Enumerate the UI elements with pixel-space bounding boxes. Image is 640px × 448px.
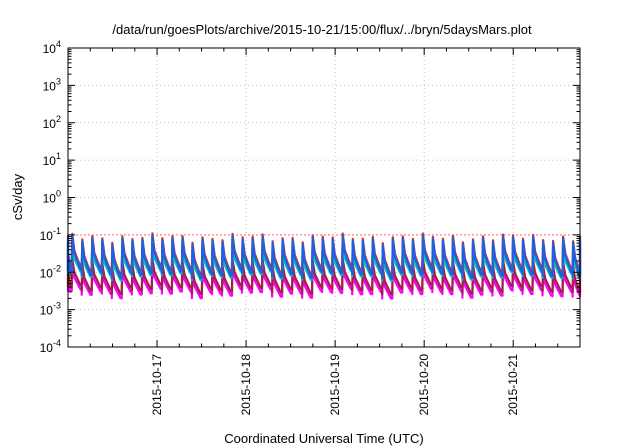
y-axis-label: cSv/day — [10, 173, 25, 220]
x-tick-label: 2015-10-17 — [150, 354, 164, 416]
y-tick-label: 103 — [43, 76, 61, 93]
y-tick-label: 104 — [43, 39, 61, 56]
x-axis: 2015-10-17 2015-10-18 2015-10-19 2015-10-20… — [89, 48, 559, 416]
series-line — [66, 257, 582, 296]
y-tick-label: 100 — [43, 189, 61, 206]
grid — [68, 48, 580, 347]
series-group — [66, 232, 582, 300]
chart-title: /data/run/goesPlots/archive/2015-10-21/1… — [112, 22, 532, 37]
y-tick-label: 102 — [43, 114, 61, 131]
x-axis-label: Coordinated Universal Time (UTC) — [224, 431, 423, 446]
y-tick-label: 10-2 — [40, 263, 61, 280]
y-tick-label: 10-1 — [40, 226, 61, 243]
y-tick-label: 101 — [43, 151, 61, 168]
x-tick-label: 2015-10-19 — [328, 354, 342, 416]
series-line — [66, 234, 582, 280]
y-tick-label: 10-4 — [40, 338, 61, 355]
x-tick-label: 2015-10-21 — [506, 354, 520, 416]
x-tick-label: 2015-10-20 — [417, 354, 431, 416]
x-tick-label: 2015-10-18 — [239, 354, 253, 416]
y-tick-label: 10-3 — [40, 301, 61, 318]
y-axis: 104 103 102 101 100 10-1 10-2 10-3 10-4 — [40, 39, 580, 355]
